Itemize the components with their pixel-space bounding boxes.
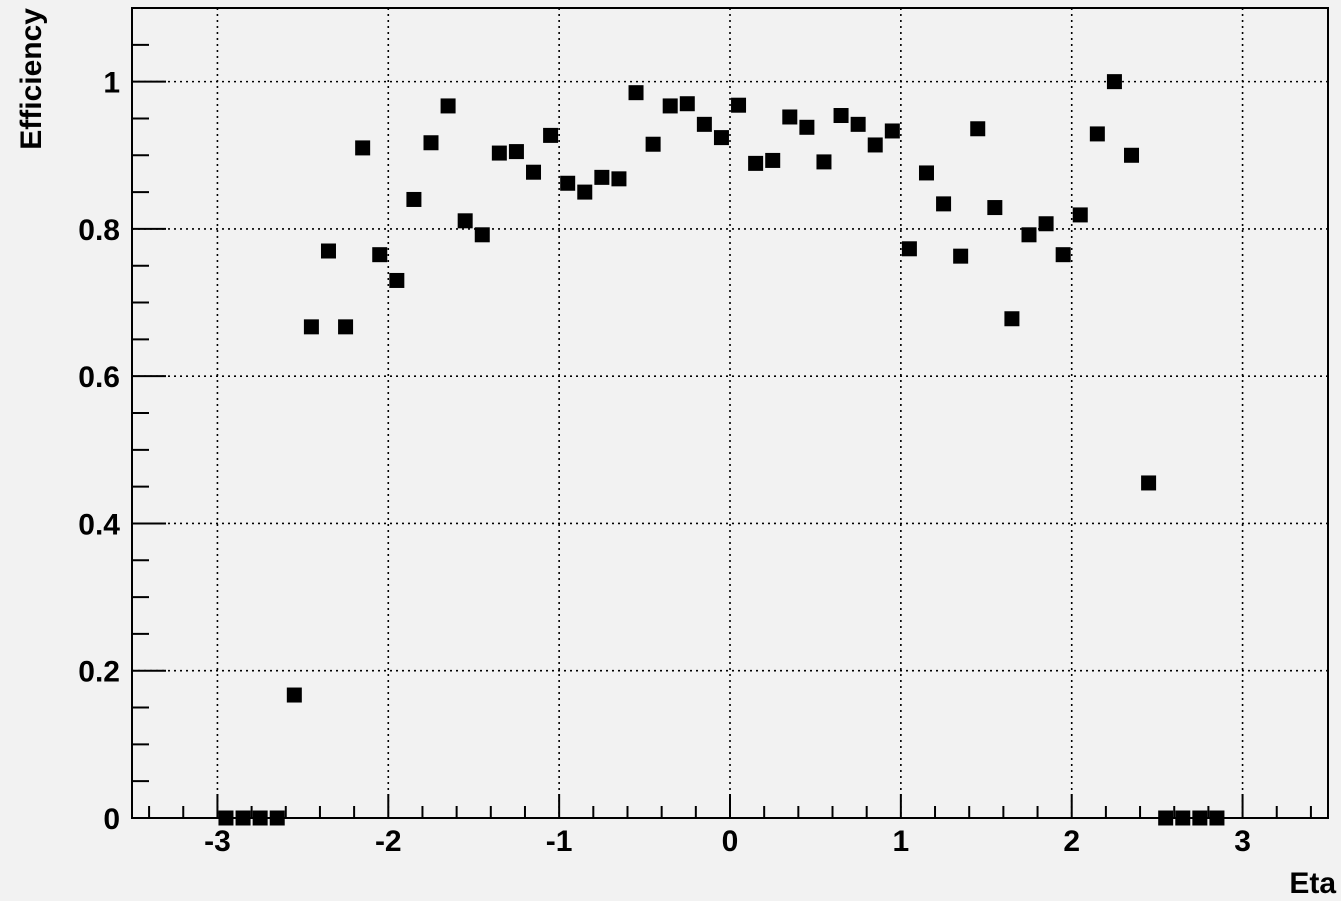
- data-point: [218, 810, 234, 826]
- data-point: [440, 98, 456, 114]
- data-point: [1192, 810, 1208, 826]
- axis-ticks: [132, 7, 1312, 819]
- data-point: [1004, 311, 1020, 327]
- data-point: [491, 145, 507, 161]
- data-point: [543, 127, 559, 143]
- y-tick-label: 1: [103, 67, 120, 100]
- y-tick-label: 0.6: [78, 361, 120, 394]
- data-point: [799, 119, 815, 135]
- data-point: [1021, 227, 1037, 243]
- x-tick-label: 2: [1063, 825, 1080, 858]
- y-axis-title: Efficiency: [15, 8, 48, 150]
- data-point: [1124, 147, 1140, 163]
- data-point: [286, 687, 302, 703]
- data-point: [474, 227, 490, 243]
- data-point: [1209, 810, 1225, 826]
- data-point: [713, 130, 729, 146]
- data-point: [235, 810, 251, 826]
- x-tick-label: 0: [722, 825, 739, 858]
- data-point: [1072, 207, 1088, 223]
- data-point: [662, 98, 678, 114]
- data-point: [1106, 74, 1122, 90]
- data-point: [252, 810, 268, 826]
- data-point: [577, 184, 593, 200]
- x-axis-title: Eta: [1289, 867, 1336, 900]
- data-point: [953, 248, 969, 264]
- data-point: [269, 810, 285, 826]
- y-tick-label: 0.4: [78, 508, 120, 541]
- data-point: [645, 136, 661, 152]
- data-point: [782, 109, 798, 125]
- y-tick-label: 0: [103, 803, 120, 836]
- data-points: [218, 74, 1225, 826]
- data-point: [816, 154, 832, 170]
- data-point: [1055, 247, 1071, 263]
- x-tick-label: 1: [893, 825, 910, 858]
- data-point: [1038, 216, 1054, 232]
- data-point: [457, 213, 473, 229]
- data-point: [731, 97, 747, 113]
- data-point: [833, 108, 849, 124]
- data-point: [611, 171, 627, 187]
- data-point: [970, 121, 986, 137]
- data-point: [303, 319, 319, 335]
- data-point: [406, 191, 422, 207]
- data-point: [1158, 810, 1174, 826]
- data-point: [1175, 810, 1191, 826]
- x-tick-label: -3: [204, 825, 231, 858]
- data-point: [508, 144, 524, 160]
- data-point: [1089, 126, 1105, 142]
- data-point: [628, 85, 644, 101]
- data-point: [884, 123, 900, 139]
- tick-labels: -3 -2 -1 0 1 2 3 0 0.2 0.4 0.6 0.8 1: [78, 67, 1251, 858]
- data-point: [867, 137, 883, 153]
- data-point: [338, 319, 354, 335]
- data-point: [355, 140, 371, 156]
- x-tick-label: -1: [546, 825, 573, 858]
- data-point: [1141, 475, 1157, 491]
- data-point: [679, 96, 695, 112]
- data-point: [389, 272, 405, 288]
- x-tick-label: -2: [375, 825, 402, 858]
- data-point: [594, 169, 610, 185]
- x-tick-label: 3: [1234, 825, 1251, 858]
- y-tick-label: 0.2: [78, 656, 120, 689]
- data-point: [320, 243, 336, 259]
- data-point: [918, 165, 934, 181]
- data-point: [526, 164, 542, 180]
- data-point: [748, 155, 764, 171]
- data-point: [372, 247, 388, 263]
- data-point: [423, 135, 439, 151]
- y-tick-label: 0.8: [78, 214, 120, 247]
- data-point: [850, 116, 866, 132]
- data-point: [936, 196, 952, 212]
- data-point: [901, 241, 917, 257]
- data-point: [560, 175, 576, 191]
- data-point: [765, 152, 781, 168]
- data-point: [987, 200, 1003, 216]
- plot-frame: [131, 7, 1329, 819]
- grid-lines: [132, 8, 1328, 818]
- data-point: [696, 116, 712, 132]
